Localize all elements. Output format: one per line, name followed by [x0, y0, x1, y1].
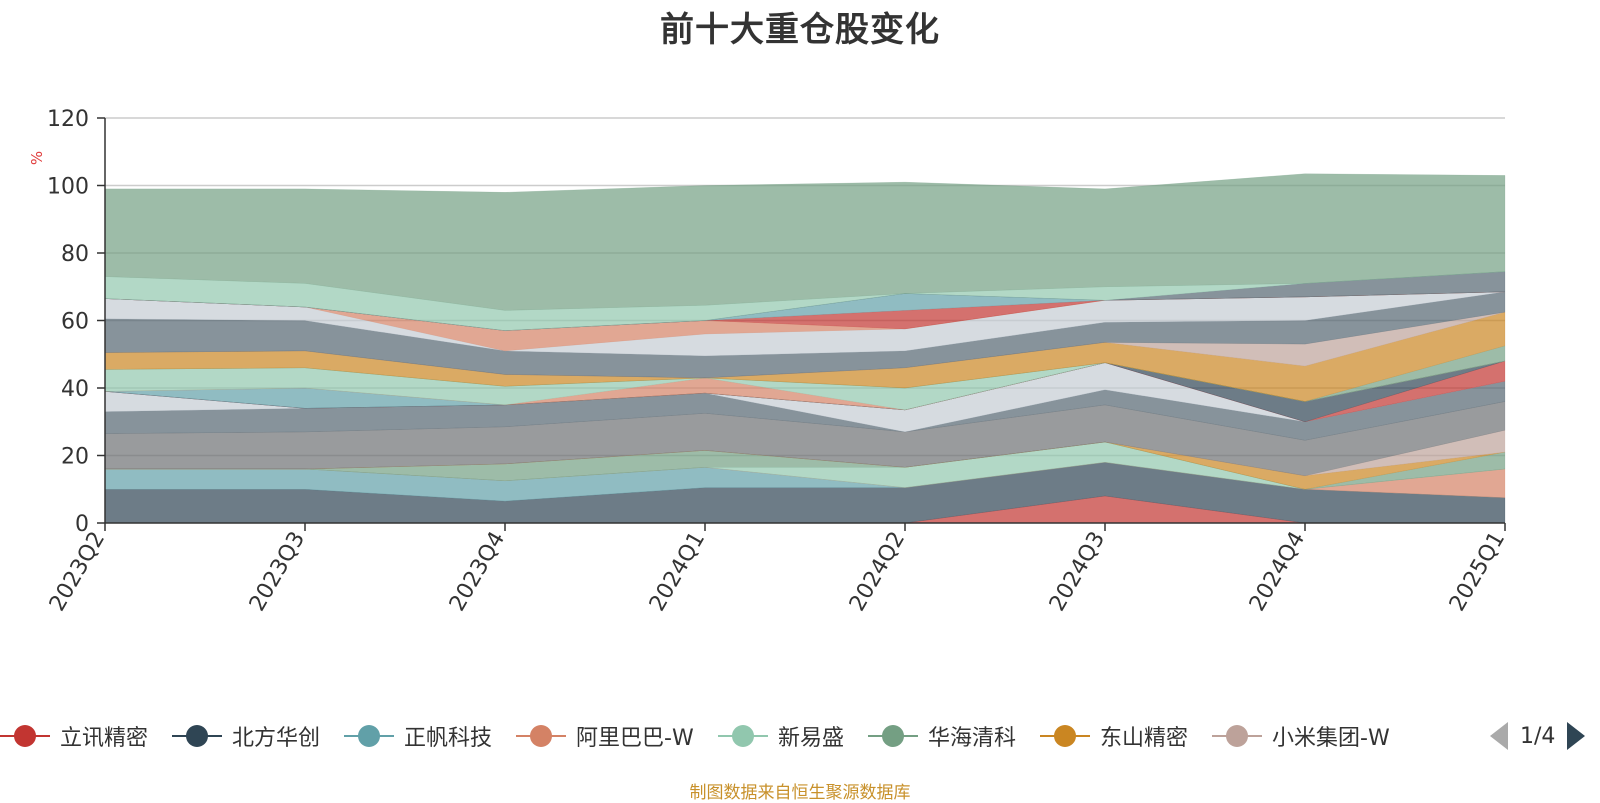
legend-marker-icon: [1040, 724, 1090, 748]
area-series-20: [104, 291, 1506, 357]
x-tick-label: 2024Q4: [1245, 528, 1310, 616]
legend-label: 北方华创: [232, 726, 321, 751]
legend-pager: 1/4: [1490, 716, 1586, 756]
legend-item[interactable]: 阿里巴巴-W: [516, 716, 694, 756]
x-tick-label: 2023Q3: [245, 528, 310, 616]
pager-text: 1/4: [1520, 723, 1556, 749]
legend-item[interactable]: 北方华创: [172, 716, 320, 756]
area-series-26: [104, 173, 1506, 311]
y-tick-label: 100: [47, 175, 89, 200]
area-series-19: [104, 291, 1506, 379]
x-tick-label: 2024Q1: [645, 528, 710, 616]
legend-marker-icon: [0, 724, 50, 748]
legend-marker-icon: [516, 724, 566, 748]
legend-label: 东山精密: [1100, 726, 1189, 751]
x-tick-label: 2024Q2: [845, 528, 910, 616]
y-tick-label: 40: [61, 377, 89, 402]
area-layer: [104, 173, 1506, 524]
legend-marker-icon: [172, 724, 222, 748]
legend-label: 新易盛: [778, 726, 845, 751]
legend-item[interactable]: 东山精密: [1040, 716, 1188, 756]
legend-label: 小米集团-W: [1272, 726, 1390, 751]
y-unit-label: %: [28, 151, 46, 165]
legend-marker-icon: [718, 724, 768, 748]
area-series-16: [104, 345, 1506, 402]
pager-next-icon[interactable]: [1567, 722, 1586, 750]
pager-prev-icon[interactable]: [1490, 722, 1508, 750]
legend-marker-icon: [344, 724, 394, 748]
legend-label: 立讯精密: [60, 726, 149, 751]
y-tick-label: 0: [75, 512, 89, 537]
legend-marker-icon: [868, 724, 918, 748]
chart-title: 前十大重仓股变化: [660, 10, 940, 50]
y-tick-label: 80: [61, 242, 89, 267]
legend: 立讯精密 北方华创 正帆科技 阿里巴巴-W 新易盛 华海清科 东山精密 小米集团-W 1/4: [0, 716, 1600, 756]
x-tick-label: 2024Q3: [1045, 528, 1110, 616]
legend-label: 正帆科技: [404, 726, 493, 751]
legend-item[interactable]: 小米集团-W: [1212, 716, 1390, 756]
area-series-17: [104, 311, 1506, 402]
legend-items: 立讯精密 北方华创 正帆科技 阿里巴巴-W 新易盛 华海清科 东山精密 小米集团-W: [0, 716, 1482, 756]
legend-label: 华海清科: [928, 726, 1017, 751]
x-tick-label: 2023Q4: [445, 528, 510, 616]
y-tick-label: 60: [61, 310, 89, 335]
source-note: 制图数据来自恒生聚源数据库: [689, 783, 911, 803]
legend-item[interactable]: 华海清科: [868, 716, 1016, 756]
legend-item[interactable]: 正帆科技: [344, 716, 492, 756]
y-tick-label: 20: [61, 445, 89, 470]
x-tick-label: 2023Q2: [45, 528, 110, 616]
x-tick-label: 2025Q1: [1445, 528, 1510, 616]
legend-item[interactable]: 新易盛: [718, 716, 844, 756]
legend-marker-icon: [1212, 724, 1262, 748]
legend-label: 阿里巴巴-W: [576, 726, 694, 751]
y-tick-label: 120: [47, 107, 89, 132]
legend-item[interactable]: 立讯精密: [0, 716, 148, 756]
